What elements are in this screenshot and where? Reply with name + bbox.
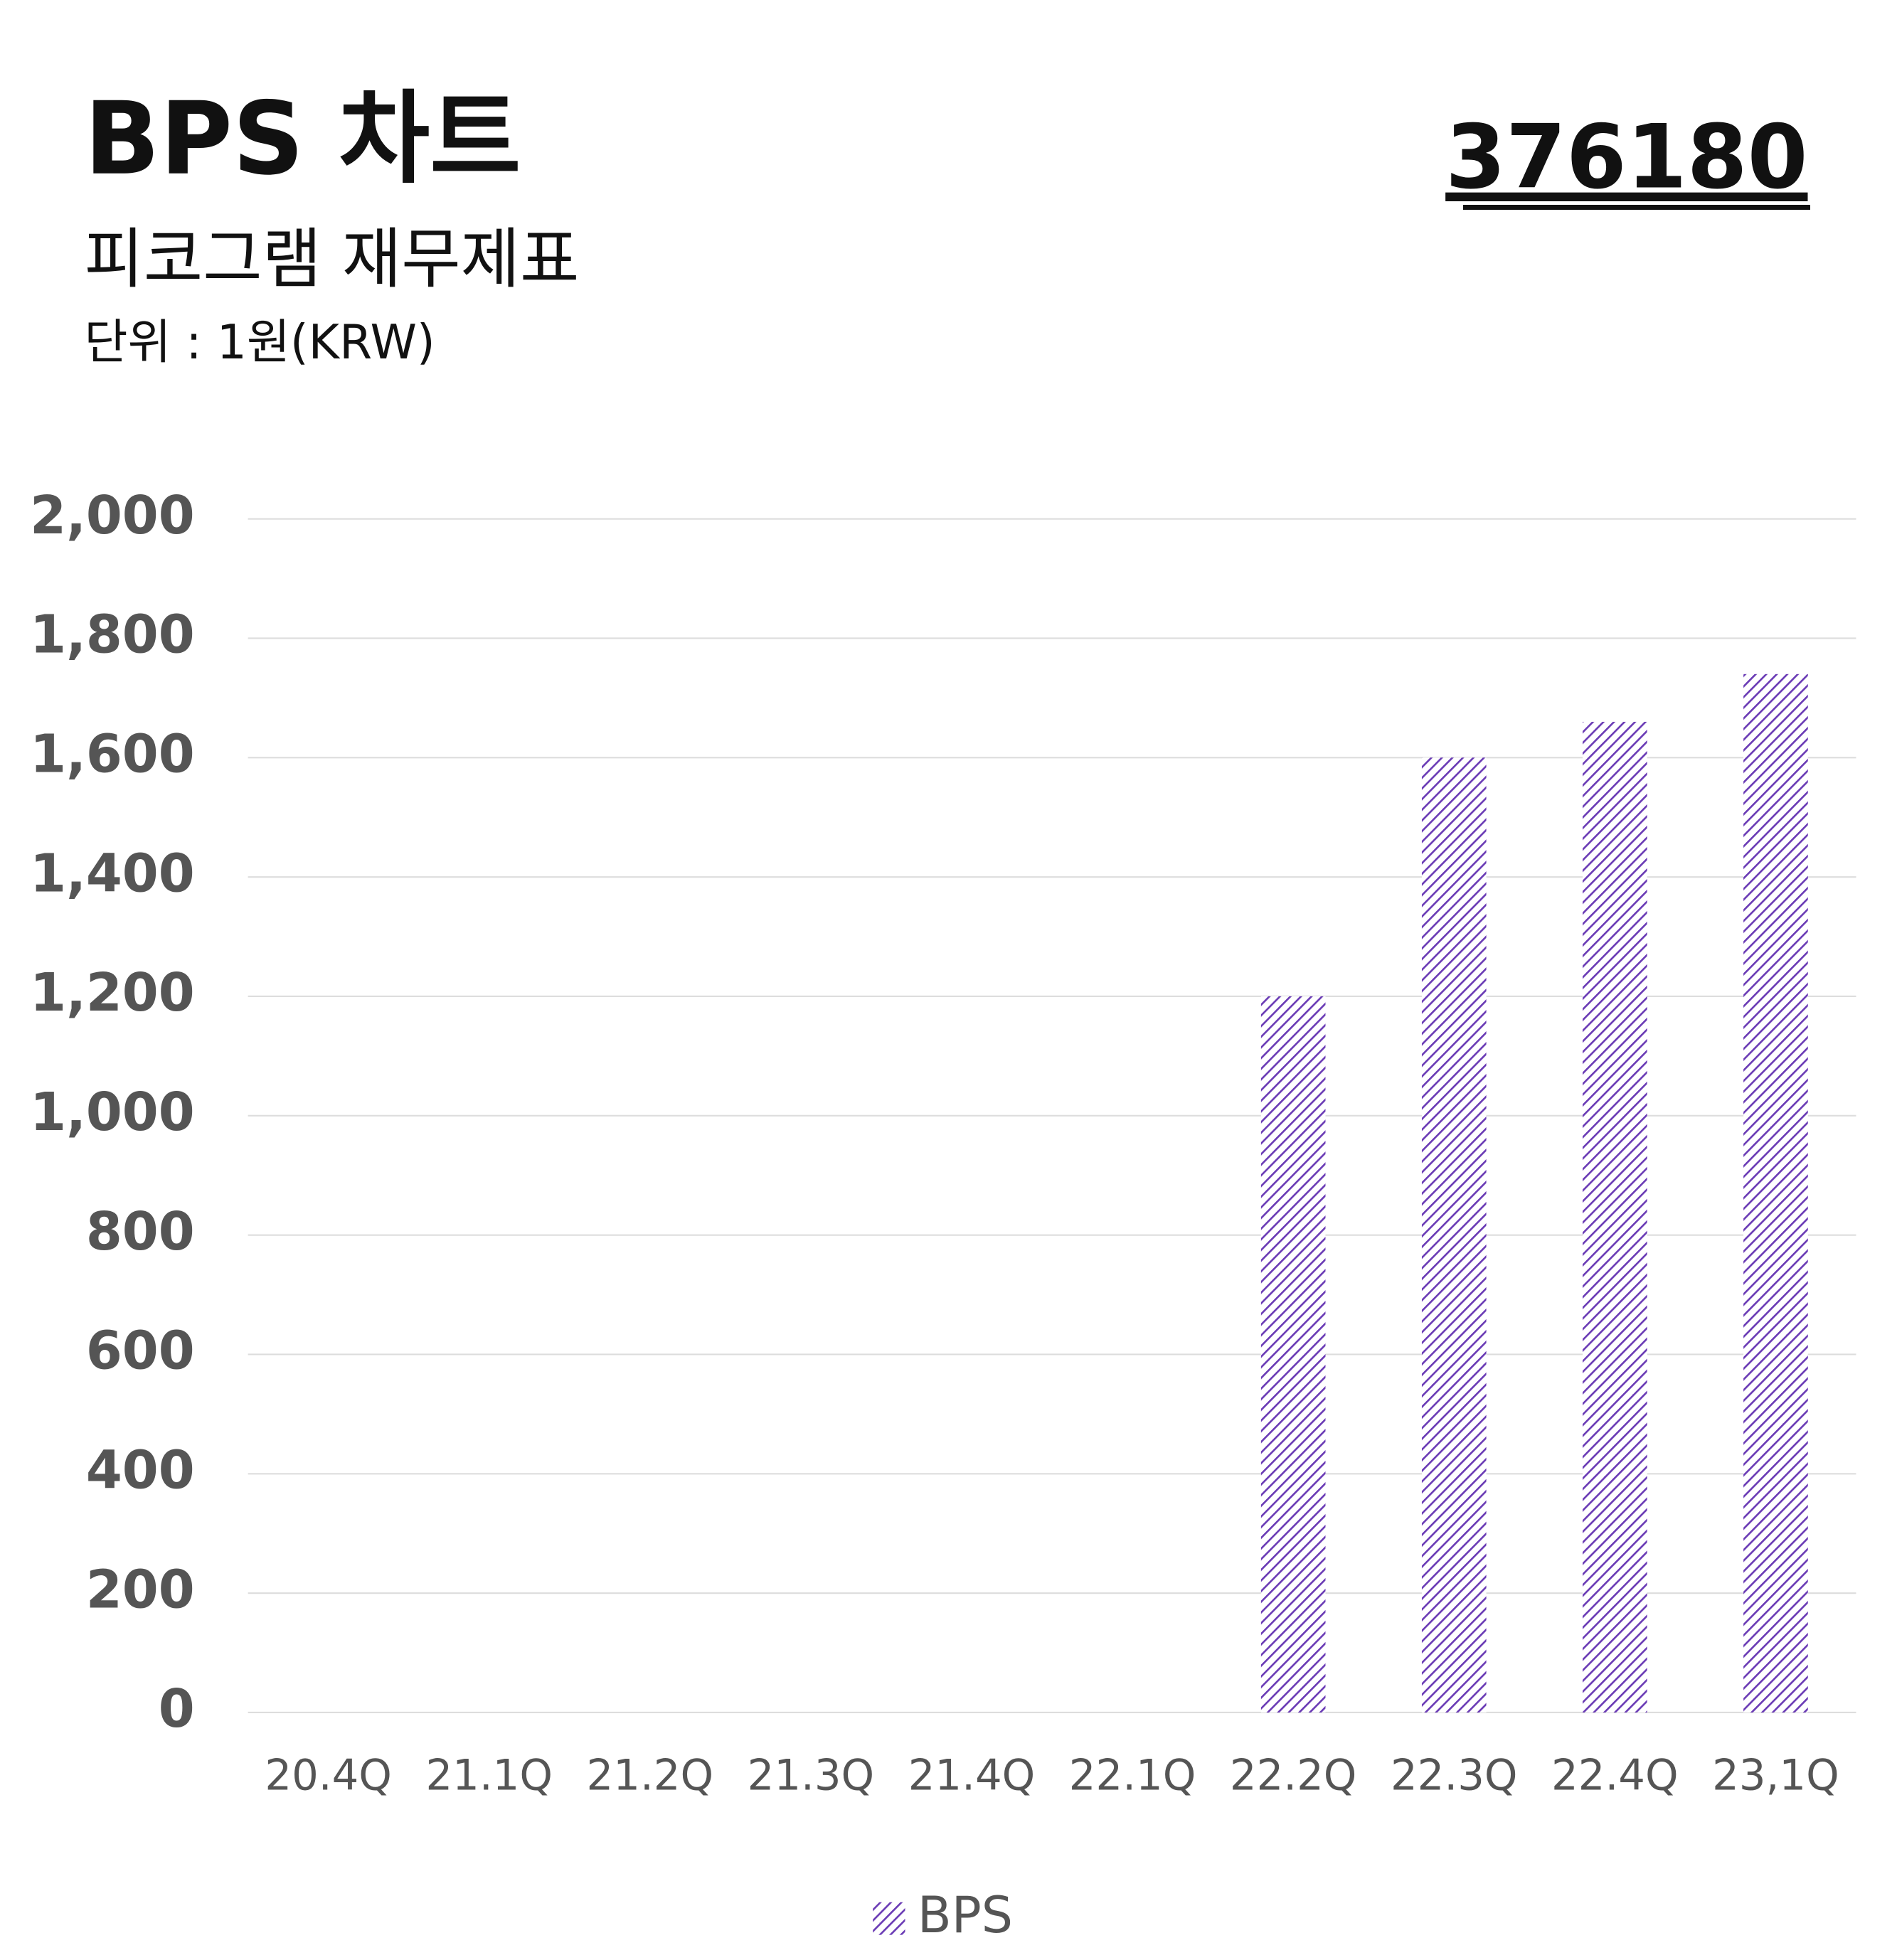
x-tick-label: 21.1Q [425,1751,553,1800]
legend-label: BPS [918,1885,1013,1944]
y-tick-label: 0 [159,1679,195,1740]
chart-title: BPS 차트 [85,81,521,198]
y-tick-label: 600 [86,1321,195,1382]
y-tick-label: 1,600 [30,724,195,785]
y-tick-label: 200 [86,1560,195,1621]
x-tick-label: 22.1Q [1069,1751,1196,1800]
bar [1743,673,1808,1713]
y-tick-label: 2,000 [30,485,195,546]
y-tick-label: 800 [86,1201,195,1262]
x-tick-label: 21.2Q [587,1751,714,1800]
bar [1421,757,1487,1713]
legend-swatch [873,1902,905,1935]
x-tick-label: 21.3Q [748,1751,875,1800]
y-tick-label: 1,400 [30,843,195,905]
bar [1583,721,1647,1713]
x-tick-label: 22.4Q [1551,1751,1679,1800]
x-tick-label: 22.2Q [1230,1751,1357,1800]
y-tick-label: 1,800 [30,604,195,666]
x-tick-label: 20.4Q [265,1751,392,1800]
x-tick-label: 22.3Q [1391,1751,1518,1800]
chart-subtitle: 피코그램 재무제표 [85,220,580,297]
x-tick-label: 21.4Q [908,1751,1036,1800]
y-tick-label: 400 [86,1440,195,1501]
unit-label: 단위 : 1원(KRW) [85,314,435,371]
y-tick-label: 1,000 [30,1082,195,1144]
x-tick-label: 23,1Q [1712,1751,1839,1800]
stock-code: 376180 [1445,106,1807,208]
bar [1260,996,1326,1713]
y-tick-label: 1,200 [30,963,195,1024]
